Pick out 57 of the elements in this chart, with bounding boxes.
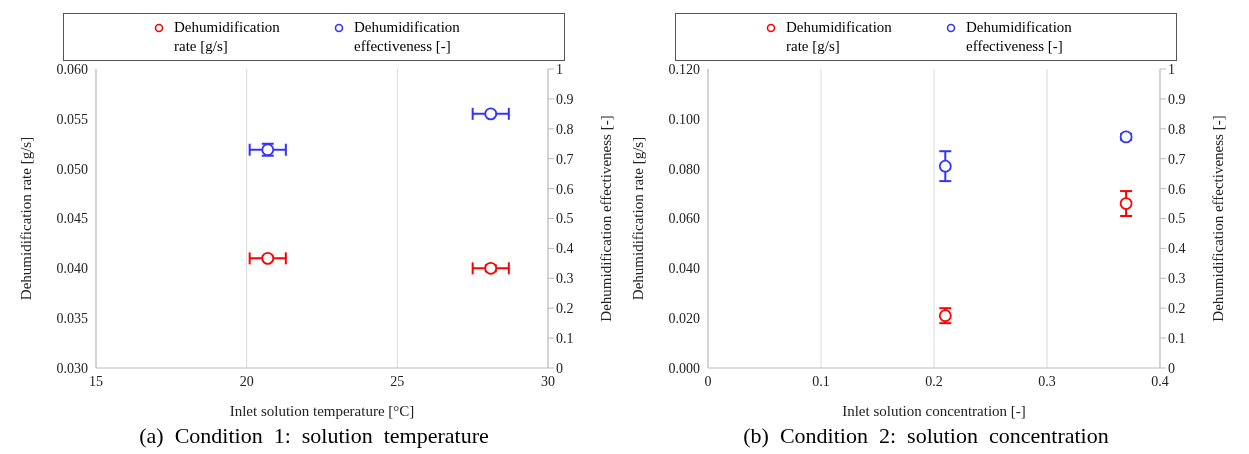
- y2-axis-title: Dehumidification effectiveness [-]: [1210, 115, 1227, 322]
- y-tick-label: 0.100: [668, 111, 700, 127]
- x-tick-label: 0: [704, 373, 712, 389]
- y-tick-label: 0.055: [56, 111, 88, 127]
- x-tick-label: 0.4: [1151, 373, 1169, 389]
- y2-tick-label: 0.3: [556, 271, 574, 287]
- y2-tick-label: 0.8: [556, 121, 574, 137]
- y2-tick-label: 1: [1168, 61, 1175, 77]
- y2-tick-label: 0.8: [1168, 121, 1186, 137]
- x-tick-label: 0.2: [925, 373, 943, 389]
- y2-tick-label: 1: [556, 61, 563, 77]
- y-tick-label: 0.030: [56, 360, 88, 376]
- x-axis-title: Inlet solution temperature [°C]: [229, 403, 415, 419]
- y-tick-label: 0.000: [668, 360, 700, 376]
- x-tick-label: 0.1: [812, 373, 830, 389]
- y2-tick-label: 0: [556, 360, 563, 376]
- legend-label: Dehumidification rate [g/s]: [786, 18, 893, 56]
- y-tick-label: 0.120: [668, 61, 700, 77]
- x-axis-title: Inlet solution concentration [-]: [842, 403, 1026, 419]
- y2-tick-label: 0.7: [1168, 151, 1186, 167]
- y-axis-title: Dehumidification rate [g/s]: [630, 136, 647, 301]
- y2-tick-label: 0.5: [556, 211, 574, 227]
- y2-tick-label: 0.2: [1168, 301, 1186, 317]
- y2-tick-label: 0.7: [556, 151, 574, 167]
- text: (b) Condition 2: solution concentration: [742, 423, 1110, 449]
- legend-label: Dehumidification rate [g/s]: [174, 18, 281, 56]
- y2-tick-label: 0.3: [1168, 271, 1186, 287]
- y2-tick-label: 0.4: [556, 241, 574, 257]
- y-axis-title: Dehumidification rate [g/s]: [18, 136, 35, 301]
- x-tick-label: 15: [89, 373, 103, 389]
- legend-label: Dehumidification effectiveness [-]: [354, 18, 461, 56]
- y2-tick-label: 0.6: [1168, 181, 1186, 197]
- y2-tick-label: 0.9: [1168, 91, 1186, 107]
- x-tick-label: 25: [390, 373, 405, 389]
- y-tick-label: 0.045: [56, 211, 88, 227]
- y2-tick-label: 0.2: [556, 301, 574, 317]
- y2-tick-label: 0.1: [1168, 331, 1186, 347]
- y-tick-label: 0.050: [56, 161, 88, 177]
- y2-tick-label: 0.9: [556, 91, 574, 107]
- y2-tick-label: 0.5: [1168, 211, 1186, 227]
- y-tick-label: 0.035: [56, 311, 88, 327]
- text: (a) Condition 1: solution temperature: [138, 423, 490, 449]
- legend-label: Dehumidification effectiveness [-]: [966, 18, 1073, 56]
- y-tick-label: 0.040: [668, 261, 700, 277]
- y2-tick-label: 0.1: [556, 331, 574, 347]
- y-tick-label: 0.060: [668, 211, 700, 227]
- y-tick-label: 0.040: [56, 261, 88, 277]
- y2-tick-label: 0.4: [1168, 241, 1186, 257]
- y2-tick-label: 0: [1168, 360, 1175, 376]
- x-tick-label: 20: [239, 373, 254, 389]
- y-tick-label: 0.020: [668, 311, 700, 327]
- y-tick-label: 0.080: [668, 161, 700, 177]
- x-tick-label: 30: [541, 373, 555, 389]
- y2-tick-label: 0.6: [556, 181, 574, 197]
- x-tick-label: 0.3: [1038, 373, 1056, 389]
- y2-axis-title: Dehumidification effectiveness [-]: [598, 115, 615, 322]
- y-tick-label: 0.060: [56, 61, 88, 77]
